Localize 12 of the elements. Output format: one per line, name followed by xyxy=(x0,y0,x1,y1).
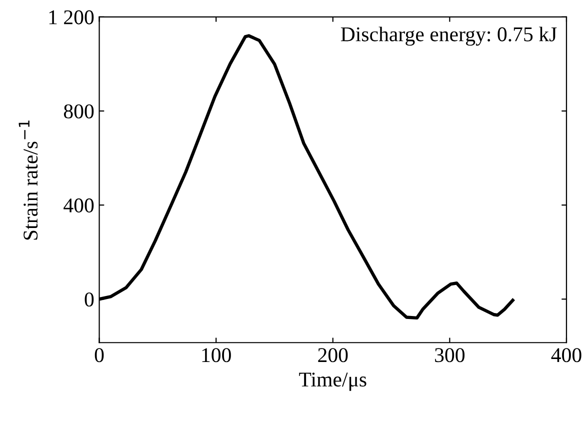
x-tick-label: 400 xyxy=(551,348,582,362)
y-axis-title: Strain rate/s$^{−1}$ xyxy=(18,120,38,240)
y-tick-label: 400 xyxy=(64,198,94,212)
x-tick-label: 0 xyxy=(94,348,104,362)
annotation: Discharge energy: 0.75 kJ xyxy=(340,26,557,46)
y-tick-label: 0 xyxy=(84,292,94,307)
y-tick-label: 1 200 xyxy=(49,10,94,24)
x-axis-title: Time/μs xyxy=(299,372,366,391)
x-tick-label: 200 xyxy=(318,348,348,362)
x-tick-label: 300 xyxy=(435,348,465,362)
x-tick-label: 100 xyxy=(202,348,231,362)
y-tick-label: 800 xyxy=(64,104,94,118)
